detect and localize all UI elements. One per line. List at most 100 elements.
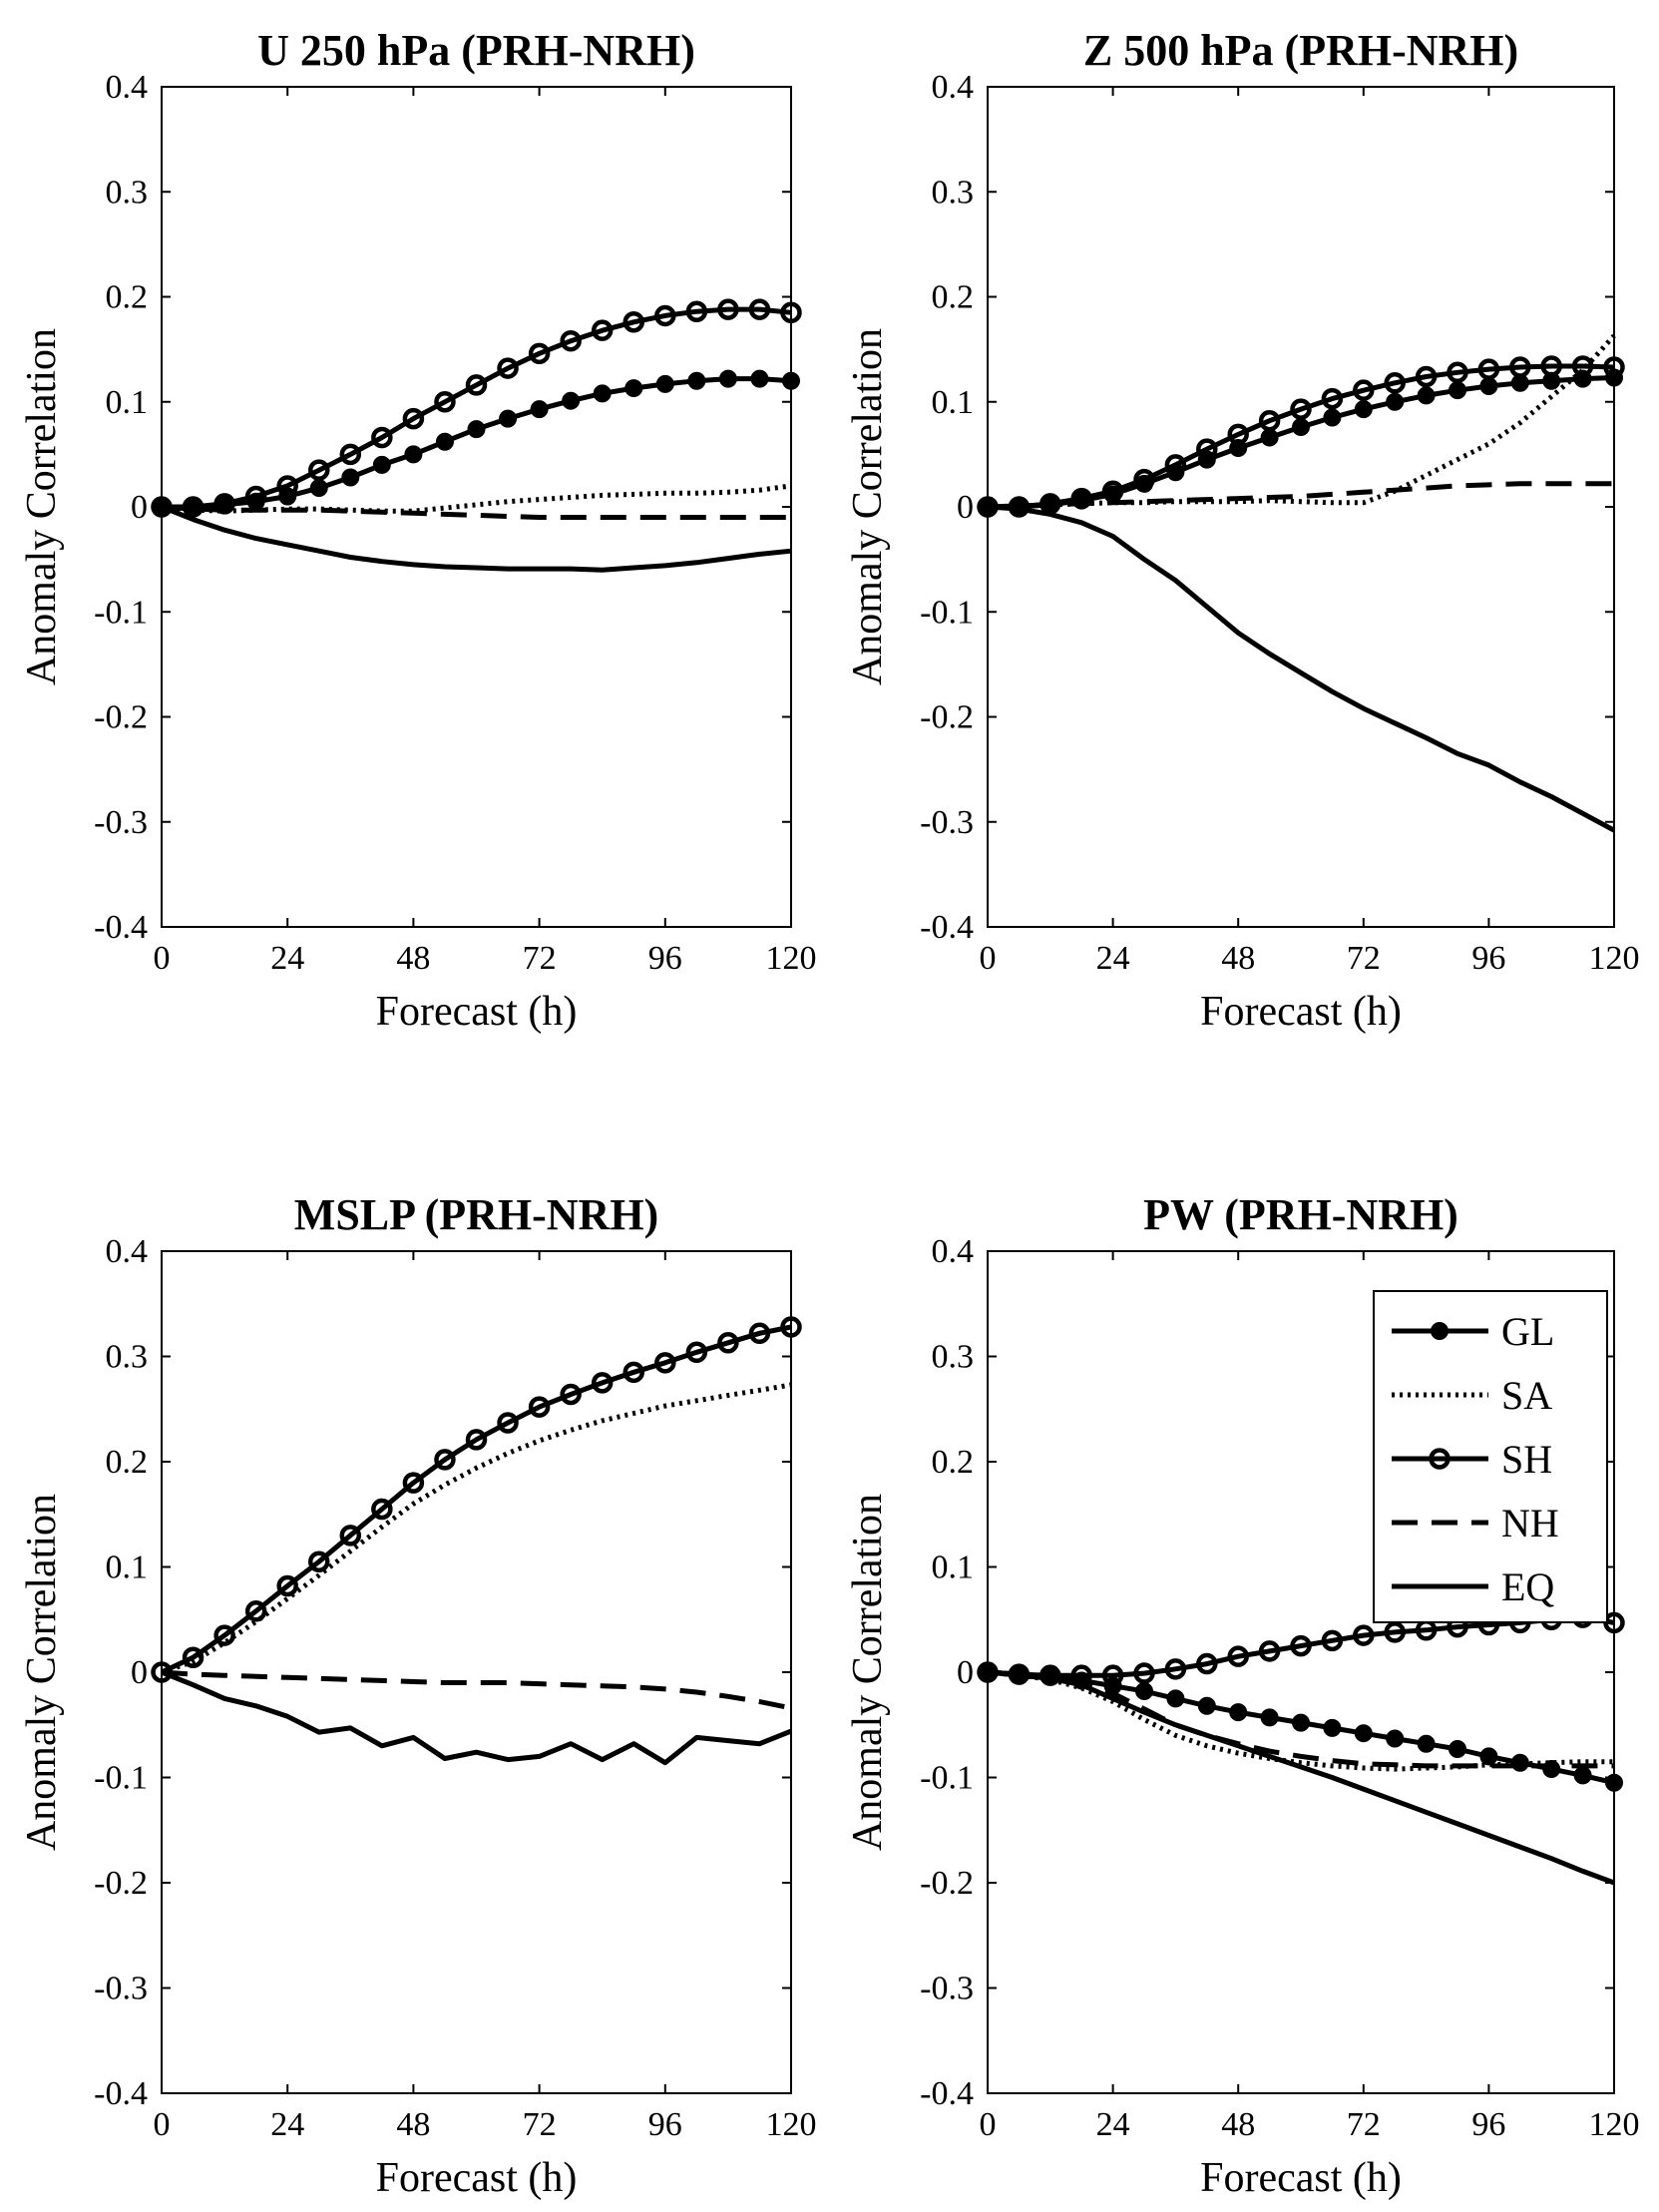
data-point-sh bbox=[1415, 365, 1438, 388]
data-point-sh bbox=[685, 1341, 708, 1364]
data-point-gl bbox=[309, 479, 328, 498]
x-tick-label: 120 bbox=[766, 940, 817, 977]
series-line-eq bbox=[161, 504, 792, 573]
x-tick-label: 0 bbox=[154, 940, 171, 977]
y-tick-label: 0.3 bbox=[106, 1339, 149, 1376]
data-point-sh bbox=[1133, 1662, 1155, 1684]
data-point-sh bbox=[1258, 1640, 1281, 1662]
y-tick-label: 0 bbox=[957, 489, 974, 526]
data-point-gl bbox=[1449, 381, 1466, 400]
series-line-sa bbox=[987, 1669, 1614, 1772]
data-point-gl bbox=[1386, 392, 1405, 411]
data-point-sh bbox=[465, 1429, 488, 1451]
y-tick-label: -0.2 bbox=[94, 1865, 148, 1902]
plot-frame bbox=[161, 1250, 792, 2094]
data-point-gl bbox=[1323, 1718, 1342, 1737]
y-tick-label: 0.2 bbox=[932, 1444, 975, 1481]
data-point-gl bbox=[562, 391, 581, 410]
data-point-sh bbox=[1070, 487, 1092, 510]
x-tick-label: 0 bbox=[980, 2106, 997, 2143]
data-point-sh bbox=[276, 475, 298, 497]
y-tick-label: -0.3 bbox=[920, 804, 974, 841]
legend-label-sa: SA bbox=[1501, 1373, 1552, 1418]
data-point-sh bbox=[213, 1624, 235, 1646]
x-tick-label: 120 bbox=[1589, 2106, 1640, 2143]
data-point-sh bbox=[1509, 356, 1531, 378]
data-point-sh bbox=[371, 426, 393, 449]
data-point-gl bbox=[341, 468, 360, 487]
y-axis-label: Anomaly Correlation bbox=[19, 1494, 65, 1851]
data-point-gl bbox=[624, 379, 643, 398]
data-point-sh bbox=[182, 1646, 205, 1668]
data-point-gl bbox=[1479, 376, 1498, 395]
y-tick-label: 0.4 bbox=[932, 69, 975, 106]
legend-label-eq: EQ bbox=[1501, 1564, 1554, 1609]
data-point-sh bbox=[308, 459, 330, 481]
y-tick-label: 0.2 bbox=[932, 279, 975, 316]
data-point-sh bbox=[1290, 1634, 1312, 1657]
data-point-gl bbox=[435, 432, 454, 451]
data-point-gl bbox=[1292, 418, 1310, 437]
y-tick-label: 0 bbox=[131, 489, 148, 526]
y-tick-label: -0.1 bbox=[920, 594, 974, 631]
data-point-sh bbox=[402, 407, 425, 430]
data-point-gl bbox=[718, 369, 737, 388]
x-axis-label: Forecast (h) bbox=[1200, 989, 1402, 1035]
y-tick-label: 0.3 bbox=[932, 1339, 975, 1376]
x-tick-label: 96 bbox=[648, 940, 682, 977]
y-tick-label: -0.1 bbox=[94, 594, 148, 631]
data-point-sh bbox=[434, 1449, 456, 1471]
series-line-nh bbox=[987, 481, 1614, 510]
data-point-sh bbox=[308, 1550, 330, 1572]
data-point-sh bbox=[622, 1361, 644, 1384]
x-tick-label: 48 bbox=[1221, 2106, 1255, 2143]
y-axis-label: Anomaly Correlation bbox=[845, 328, 891, 685]
data-point-sh bbox=[1227, 1645, 1249, 1667]
data-point-sh bbox=[1321, 387, 1344, 410]
data-point-sh bbox=[717, 1332, 739, 1354]
data-point-gl bbox=[1573, 1766, 1592, 1785]
x-tick-label: 96 bbox=[648, 2106, 682, 2143]
data-point-sh bbox=[622, 311, 644, 333]
data-point-gl bbox=[467, 420, 486, 439]
data-point-sh bbox=[591, 1372, 614, 1394]
data-point-sh bbox=[1321, 1629, 1344, 1652]
data-point-gl bbox=[499, 409, 518, 428]
y-tick-label: 0.2 bbox=[106, 1444, 149, 1481]
y-tick-label: 0.2 bbox=[106, 279, 149, 316]
x-tick-label: 72 bbox=[523, 940, 557, 977]
x-tick-label: 24 bbox=[1096, 940, 1130, 977]
x-tick-label: 72 bbox=[1347, 2106, 1381, 2143]
legend-label-gl: GL bbox=[1501, 1309, 1554, 1354]
y-tick-label: -0.4 bbox=[94, 909, 148, 946]
data-point-gl bbox=[1166, 1689, 1185, 1708]
x-tick-label: 24 bbox=[270, 940, 304, 977]
y-tick-label: 0 bbox=[131, 1654, 148, 1691]
data-point-gl bbox=[1229, 1703, 1248, 1722]
legend-marker-sh bbox=[1429, 1448, 1451, 1470]
data-point-sh bbox=[654, 304, 676, 327]
x-tick-label: 96 bbox=[1471, 940, 1505, 977]
y-tick-label: 0.3 bbox=[932, 174, 975, 211]
data-point-sh bbox=[434, 391, 456, 413]
data-point-gl bbox=[1292, 1713, 1310, 1732]
series-line-sa bbox=[161, 1382, 792, 1675]
series-line-nh bbox=[161, 1669, 792, 1711]
y-tick-label: 0.1 bbox=[106, 1549, 149, 1586]
series-line-nh bbox=[161, 504, 791, 520]
data-point-gl bbox=[1260, 1708, 1279, 1727]
data-point-sh bbox=[1133, 468, 1155, 491]
x-tick-label: 48 bbox=[1221, 940, 1255, 977]
data-point-gl bbox=[1417, 386, 1436, 405]
x-axis-label: Forecast (h) bbox=[376, 989, 578, 1035]
y-tick-label: 0.4 bbox=[106, 1233, 149, 1270]
x-tick-label: 24 bbox=[270, 2106, 304, 2143]
data-point-sh bbox=[1384, 372, 1406, 394]
y-axis-label: Anomaly Correlation bbox=[845, 1494, 891, 1851]
data-point-gl bbox=[1354, 400, 1373, 419]
data-point-sh bbox=[1477, 358, 1500, 380]
data-point-sh bbox=[1384, 1621, 1406, 1643]
data-point-gl bbox=[1260, 428, 1279, 447]
y-tick-label: -0.1 bbox=[94, 1760, 148, 1797]
y-tick-label: 0.1 bbox=[106, 384, 149, 421]
